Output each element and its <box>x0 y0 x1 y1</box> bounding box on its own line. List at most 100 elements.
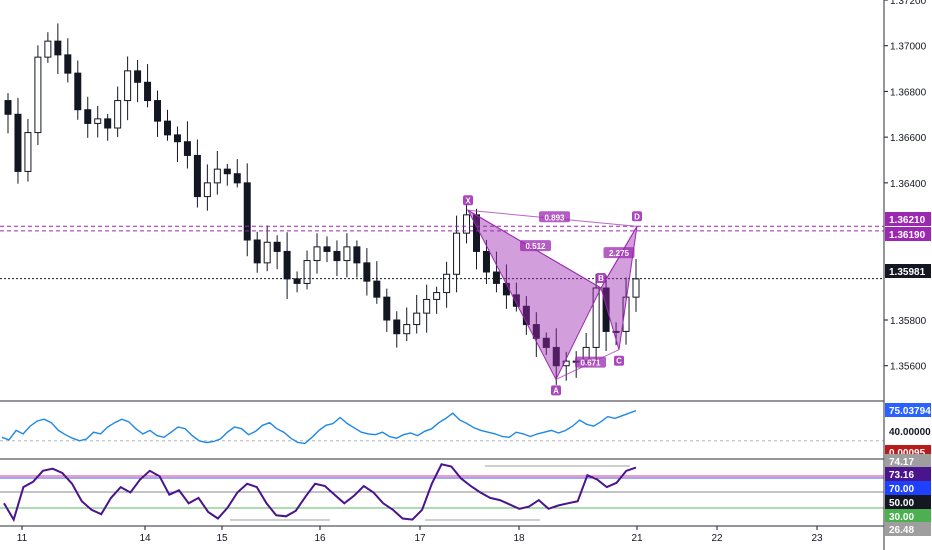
pattern-point-x[interactable]: X <box>463 195 473 206</box>
candle-body <box>14 113 22 172</box>
candle <box>333 240 341 277</box>
pattern-ratio-box <box>539 211 570 223</box>
price-tag-box <box>885 403 931 417</box>
candle-body <box>612 330 620 333</box>
pattern-point-c[interactable]: C <box>614 355 624 366</box>
date-axis-tick-label: 18 <box>513 533 525 544</box>
candle <box>183 121 191 169</box>
candle-body <box>193 154 201 198</box>
price-tag-label: 73.16 <box>889 470 914 481</box>
pattern-ratio[interactable]: 0.671 <box>575 356 606 368</box>
candle <box>233 159 241 188</box>
pattern-point-b[interactable]: B <box>596 273 606 283</box>
candle <box>423 284 431 333</box>
candle-body <box>64 54 72 74</box>
oscillator-pane-2[interactable] <box>0 463 884 523</box>
pattern-triangle-xab <box>466 208 602 381</box>
candle-body <box>343 246 351 262</box>
candle <box>273 235 281 270</box>
candle <box>562 351 570 381</box>
pattern-point-label: B <box>598 274 604 283</box>
candle <box>144 64 152 108</box>
candle <box>383 288 391 332</box>
osc1-price-tag[interactable]: 40.00000 <box>885 424 931 438</box>
candle-body <box>383 296 391 321</box>
price-tag-box <box>885 495 931 509</box>
pattern-point-a[interactable]: A <box>551 385 561 396</box>
candle-body <box>74 72 82 111</box>
price-tag-box <box>885 522 931 536</box>
main-price-tag[interactable]: 1.35981 <box>885 264 931 278</box>
candle-body <box>542 337 550 348</box>
candle-body <box>373 280 381 298</box>
osc2-price-tag[interactable]: 73.16 <box>885 467 931 481</box>
osc1-price-tag[interactable]: 75.03794 <box>885 403 931 417</box>
candle-body <box>512 294 520 307</box>
candle-body <box>323 246 331 252</box>
candle-body <box>183 141 191 156</box>
osc2-price-tag[interactable]: 74.17 <box>885 454 931 468</box>
date-axis[interactable]: 11 14 15 16 17 18 21 22 23 <box>17 526 823 544</box>
price-tag-label: 70.00 <box>889 484 914 495</box>
candle <box>193 139 201 208</box>
pattern-point-label: D <box>634 212 640 221</box>
candle <box>443 261 451 308</box>
date-axis-tick-label: 16 <box>314 533 326 544</box>
candles <box>4 23 640 385</box>
price-axis-tick-label: 1.35600 <box>890 362 927 373</box>
pattern-ratio-label: 0.512 <box>525 242 546 251</box>
candle <box>313 233 321 274</box>
pattern-ratio-label: 0.893 <box>544 213 565 222</box>
pattern-point-label: A <box>553 386 559 395</box>
pattern-point-box <box>551 385 561 396</box>
candle-body <box>203 182 211 198</box>
osc2-price-tag[interactable]: 30.00 <box>885 509 931 523</box>
candle-body <box>154 100 162 122</box>
candle-body <box>223 168 231 175</box>
candle-body <box>622 296 630 332</box>
candle <box>223 163 231 186</box>
price-tag-label: 74.17 <box>889 457 914 468</box>
candle-body <box>482 250 490 273</box>
candle-body <box>562 360 570 367</box>
oscillator-pane-1[interactable] <box>0 409 884 445</box>
pattern-ratio-box <box>520 240 551 252</box>
price-tag-box <box>885 212 931 226</box>
osc2-price-tag[interactable]: 50.00 <box>885 495 931 509</box>
pattern-point-d[interactable]: D <box>632 211 642 222</box>
date-axis-tick-label: 14 <box>139 533 151 544</box>
candle-body <box>313 246 321 262</box>
candle <box>14 97 22 184</box>
price-axis-tick-label: 1.36800 <box>890 87 927 98</box>
price-axis-tick-label: 1.35800 <box>890 316 927 327</box>
candle <box>293 271 301 293</box>
price-axis-tick-label: 1.36600 <box>890 133 927 144</box>
price-pane[interactable]: X A B C D 0.893 0.512 2.275 0.671 <box>0 23 884 396</box>
candle <box>163 109 171 141</box>
candle-body <box>263 241 271 264</box>
pattern-ratio-label: 2.275 <box>609 249 630 258</box>
price-tag-label: 75.03794 <box>889 406 931 417</box>
candle <box>253 231 261 273</box>
osc2-price-tag[interactable]: 26.48 <box>885 522 931 536</box>
candle <box>363 248 371 296</box>
price-axis[interactable]: 1.37200 1.37000 1.36800 1.36600 1.36400 1.358… <box>884 0 931 536</box>
pattern-point-box <box>596 273 606 283</box>
candle-body <box>213 168 221 184</box>
main-price-tag[interactable]: 1.36210 <box>885 212 931 226</box>
osc2-price-tag[interactable]: 70.00 <box>885 481 931 495</box>
pattern-point-label: X <box>465 196 471 205</box>
pattern-ratio[interactable]: 0.893 <box>539 211 570 223</box>
candle <box>64 38 72 83</box>
pattern-point-label: C <box>616 357 622 366</box>
candle <box>622 277 630 345</box>
pattern-ratio-box <box>575 356 606 368</box>
candle-body <box>144 81 152 102</box>
pattern-ratio[interactable]: 2.275 <box>603 247 635 259</box>
pattern-ratio[interactable]: 0.512 <box>520 240 551 252</box>
candle-body <box>283 250 291 280</box>
candle <box>482 239 490 284</box>
main-price-tag[interactable]: 1.36190 <box>885 227 931 241</box>
date-axis-tick-label: 17 <box>414 533 426 544</box>
